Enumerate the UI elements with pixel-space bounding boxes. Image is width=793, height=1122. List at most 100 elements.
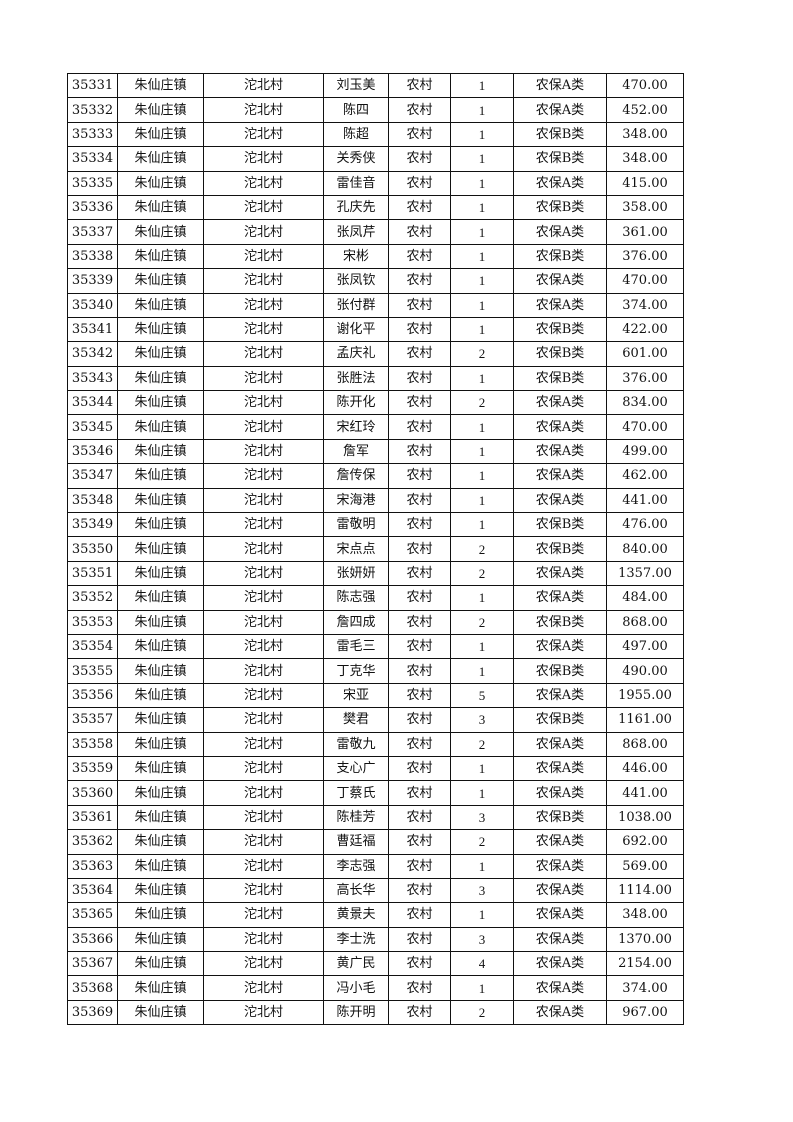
- amount-cell: 967.00: [606, 999, 684, 1026]
- village-cell: 沱北村: [203, 585, 324, 611]
- town-cell: 朱仙庄镇: [117, 633, 204, 660]
- insurance-category-cell: 农保A类: [513, 463, 607, 489]
- table-row: 35336 朱仙庄镇 沱北村 孔庆先 农村 1 农保B类 358.00: [67, 194, 684, 221]
- table-row: 35365 朱仙庄镇 沱北村 黄景夫 农村 1 农保A类 348.00: [67, 902, 684, 928]
- town-cell: 朱仙庄镇: [117, 170, 204, 196]
- table-row: 35358 朱仙庄镇 沱北村 雷敬九 农村 2 农保A类 868.00: [67, 731, 684, 757]
- household-type-cell: 农村: [388, 926, 451, 953]
- village-cell: 沱北村: [203, 365, 324, 392]
- amount-cell: 462.00: [606, 463, 684, 489]
- name-cell: 雷敬明: [323, 512, 389, 538]
- member-count-cell: 1: [450, 755, 514, 782]
- name-cell: 关秀侠: [323, 146, 389, 172]
- amount-cell: 470.00: [606, 268, 684, 294]
- insurance-category-cell: 农保A类: [513, 682, 607, 709]
- village-cell: 沱北村: [203, 609, 324, 635]
- member-count-cell: 1: [450, 365, 514, 392]
- town-cell: 朱仙庄镇: [117, 755, 204, 782]
- village-cell: 沱北村: [203, 780, 324, 806]
- village-cell: 沱北村: [203, 755, 324, 782]
- amount-cell: 840.00: [606, 536, 684, 562]
- insurance-category-cell: 农保A类: [513, 292, 607, 318]
- name-cell: 丁蔡氏: [323, 780, 389, 806]
- record-id-cell: 35365: [67, 902, 118, 928]
- household-type-cell: 农村: [388, 999, 451, 1026]
- amount-cell: 470.00: [606, 72, 684, 99]
- member-count-cell: 1: [450, 243, 514, 270]
- table-row: 35350 朱仙庄镇 沱北村 宋点点 农村 2 农保B类 840.00: [67, 536, 684, 562]
- amount-cell: 348.00: [606, 146, 684, 172]
- insurance-category-cell: 农保B类: [513, 536, 607, 562]
- village-cell: 沱北村: [203, 170, 324, 196]
- village-cell: 沱北村: [203, 707, 324, 733]
- town-cell: 朱仙庄镇: [117, 658, 204, 684]
- record-id-cell: 35348: [67, 487, 118, 514]
- village-cell: 沱北村: [203, 731, 324, 757]
- insurance-category-cell: 农保A类: [513, 951, 607, 977]
- town-cell: 朱仙庄镇: [117, 292, 204, 318]
- insurance-category-cell: 农保A类: [513, 780, 607, 806]
- household-type-cell: 农村: [388, 755, 451, 782]
- village-cell: 沱北村: [203, 560, 324, 587]
- village-cell: 沱北村: [203, 804, 324, 831]
- town-cell: 朱仙庄镇: [117, 414, 204, 440]
- amount-cell: 1357.00: [606, 560, 684, 587]
- name-cell: 詹军: [323, 438, 389, 465]
- name-cell: 宋点点: [323, 536, 389, 562]
- amount-cell: 692.00: [606, 829, 684, 855]
- record-id-cell: 35335: [67, 170, 118, 196]
- insurance-category-cell: 农保A类: [513, 268, 607, 294]
- insurance-category-cell: 农保A类: [513, 438, 607, 465]
- insurance-category-cell: 农保B类: [513, 121, 607, 148]
- name-cell: 陈开明: [323, 999, 389, 1026]
- insurance-category-cell: 农保B类: [513, 316, 607, 343]
- member-count-cell: 3: [450, 877, 514, 904]
- household-type-cell: 农村: [388, 560, 451, 587]
- amount-cell: 376.00: [606, 365, 684, 392]
- town-cell: 朱仙庄镇: [117, 243, 204, 270]
- name-cell: 高长华: [323, 877, 389, 904]
- amount-cell: 348.00: [606, 121, 684, 148]
- member-count-cell: 3: [450, 707, 514, 733]
- insurance-category-cell: 农保A类: [513, 999, 607, 1026]
- member-count-cell: 1: [450, 72, 514, 99]
- record-id-cell: 35333: [67, 121, 118, 148]
- member-count-cell: 2: [450, 341, 514, 367]
- village-cell: 沱北村: [203, 219, 324, 245]
- village-cell: 沱北村: [203, 414, 324, 440]
- member-count-cell: 1: [450, 780, 514, 806]
- town-cell: 朱仙庄镇: [117, 390, 204, 416]
- insurance-category-cell: 农保A类: [513, 72, 607, 99]
- town-cell: 朱仙庄镇: [117, 829, 204, 855]
- amount-cell: 452.00: [606, 97, 684, 123]
- insurance-category-cell: 农保B类: [513, 658, 607, 684]
- town-cell: 朱仙庄镇: [117, 804, 204, 831]
- member-count-cell: 1: [450, 463, 514, 489]
- table-row: 35342 朱仙庄镇 沱北村 孟庆礼 农村 2 农保B类 601.00: [67, 341, 684, 367]
- village-cell: 沱北村: [203, 877, 324, 904]
- village-cell: 沱北村: [203, 658, 324, 684]
- amount-cell: 441.00: [606, 487, 684, 514]
- household-type-cell: 农村: [388, 219, 451, 245]
- insurance-category-cell: 农保A类: [513, 731, 607, 757]
- town-cell: 朱仙庄镇: [117, 536, 204, 562]
- record-id-cell: 35366: [67, 926, 118, 953]
- household-type-cell: 农村: [388, 390, 451, 416]
- table-row: 35363 朱仙庄镇 沱北村 李志强 农村 1 农保A类 569.00: [67, 853, 684, 879]
- record-id-cell: 35360: [67, 780, 118, 806]
- town-cell: 朱仙庄镇: [117, 853, 204, 879]
- records-table: 35331 朱仙庄镇 沱北村 刘玉美 农村 1 农保A类 470.00 35332 朱仙庄镇 沱北村…: [67, 72, 684, 1026]
- table-row: 35361 朱仙庄镇 沱北村 陈桂芳 农村 3 农保B类 1038.00: [67, 804, 684, 831]
- table-row: 35347 朱仙庄镇 沱北村 詹传保 农村 1 农保A类 462.00: [67, 463, 684, 489]
- amount-cell: 868.00: [606, 731, 684, 757]
- insurance-category-cell: 农保A类: [513, 926, 607, 953]
- insurance-category-cell: 农保B类: [513, 512, 607, 538]
- household-type-cell: 农村: [388, 707, 451, 733]
- record-id-cell: 35363: [67, 853, 118, 879]
- member-count-cell: 2: [450, 999, 514, 1026]
- table-row: 35332 朱仙庄镇 沱北村 陈四 农村 1 农保A类 452.00: [67, 97, 684, 123]
- amount-cell: 374.00: [606, 292, 684, 318]
- name-cell: 李志强: [323, 853, 389, 879]
- household-type-cell: 农村: [388, 268, 451, 294]
- amount-cell: 2154.00: [606, 951, 684, 977]
